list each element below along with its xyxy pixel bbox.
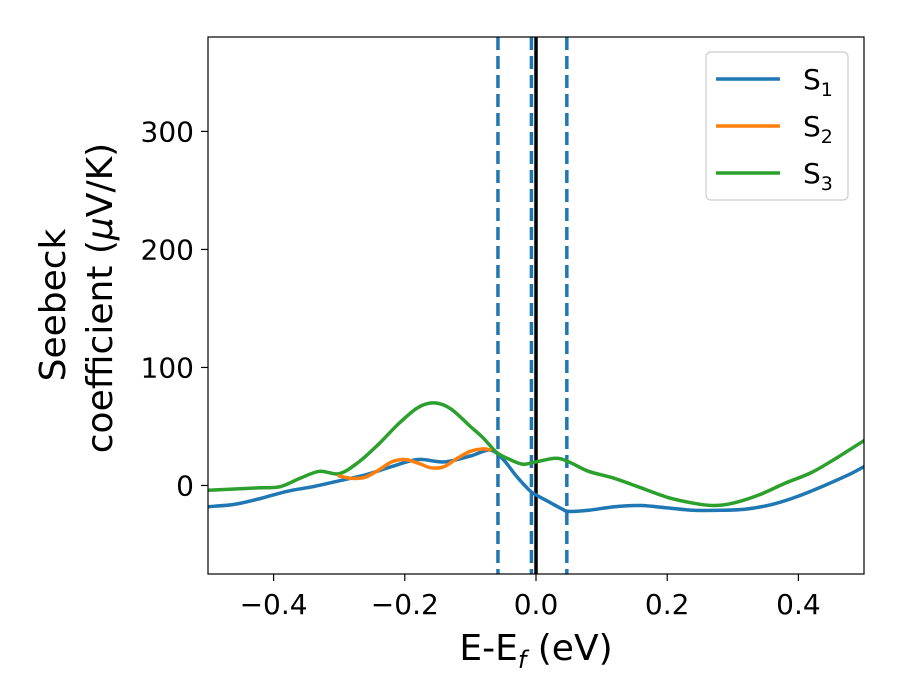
y-tick-label: 300 bbox=[141, 115, 194, 148]
y-axis: 0 100 200 300 bbox=[141, 115, 208, 502]
series-line-s2 bbox=[337, 447, 492, 481]
legend: S1 S2 S3 bbox=[705, 51, 849, 201]
plot-area bbox=[207, 36, 865, 575]
series-line-s3 bbox=[208, 401, 864, 508]
x-tick-label: 0.0 bbox=[514, 588, 559, 621]
x-axis-label: E-Ef (eV) bbox=[459, 628, 612, 674]
x-tick-label: 0.4 bbox=[776, 588, 821, 621]
y-tick-label: 0 bbox=[176, 469, 194, 502]
series-lines bbox=[208, 401, 864, 514]
legend-label-s2: S2 bbox=[803, 110, 833, 148]
x-axis: −0.4 −0.2 0.0 0.2 0.4 bbox=[240, 574, 821, 621]
x-tick-label: −0.2 bbox=[371, 588, 439, 621]
y-axis-label-line1: Seebeck bbox=[33, 228, 74, 381]
x-tick-label: 0.2 bbox=[645, 588, 690, 621]
series-line-s1 bbox=[208, 448, 864, 514]
x-tick-label: −0.4 bbox=[240, 588, 308, 621]
y-tick-label: 200 bbox=[141, 233, 194, 266]
reference-lines bbox=[496, 37, 569, 574]
y-tick-label: 100 bbox=[141, 351, 194, 384]
legend-label-s1: S1 bbox=[803, 63, 833, 101]
y-axis-label-line2: coefficient (μV/K) bbox=[80, 143, 121, 453]
legend-label-s3: S3 bbox=[803, 157, 833, 195]
